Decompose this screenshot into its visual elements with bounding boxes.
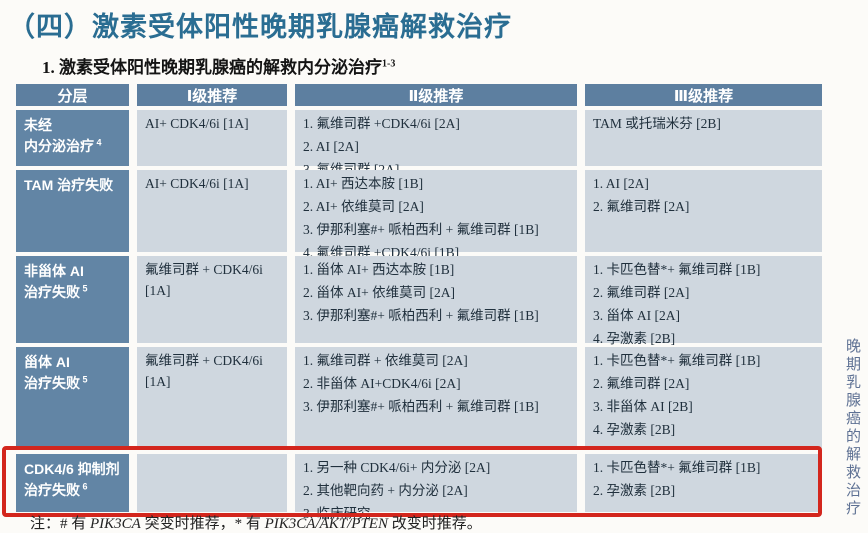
treatment-item: 氟维司群 + CDK4/6i [1A] <box>145 353 263 389</box>
treatment-item: 1. 卡匹色替*+ 氟维司群 [1B] <box>593 353 761 368</box>
tier3-list: 1. AI [2A] 2. 氟维司群 [2A] <box>593 174 814 218</box>
treatment-item: TAM 或托瑞米芬 [2B] <box>593 116 721 131</box>
tier1-cell: AI+ CDK4/6i [1A] <box>137 170 287 252</box>
tier3-cell: 1. 卡匹色替*+ 氟维司群 [1B] 2. 氟维司群 [2A] 3. 甾体 AI … <box>585 256 822 346</box>
tier3-list: 1. 卡匹色替*+ 氟维司群 [1B] 2. 氟维司群 [2A] 3. 甾体 AI … <box>593 260 814 350</box>
tier1-cell <box>137 454 287 512</box>
tier2-cell: 1. 甾体 AI+ 西达本胺 [1B] 2. 甾体 AI+ 依维莫司 [2A] 3.… <box>295 256 577 343</box>
tier1-cell: 氟维司群 + CDK4/6i [1A] <box>137 347 287 450</box>
category-label: CDK4/6 抑制剂 治疗失败 <box>24 461 120 498</box>
category-superscript: 6 <box>80 481 88 492</box>
treatment-item: 2. 氟维司群 [2A] <box>593 284 690 300</box>
treatment-item: 3. 伊那利塞#+ 哌柏西利 + 氟维司群 [1B] <box>303 398 539 414</box>
treatment-item: 1. 卡匹色替*+ 氟维司群 [1B] <box>593 460 761 475</box>
tier3-cell: 1. 卡匹色替*+ 氟维司群 [1B] 2. 孕激素 [2B] <box>585 454 822 512</box>
treatment-item: 1. 氟维司群 +CDK4/6i [2A] <box>303 116 460 131</box>
column-header-tier3: Ⅲ级推荐 <box>585 84 822 106</box>
tier3-list: 1. 卡匹色替*+ 氟维司群 [1B] 2. 孕激素 [2B] <box>593 458 814 502</box>
treatment-item: 2. 孕激素 [2B] <box>593 482 676 498</box>
treatment-item: 2. 其他靶向药 + 内分泌 [2A] <box>303 482 468 498</box>
treatment-item: 3. 伊那利塞#+ 哌柏西利 + 氟维司群 [1B] <box>303 221 539 237</box>
column-header-tier1: Ⅰ级推荐 <box>137 84 287 106</box>
category-label: 甾体 AI 治疗失败 <box>24 354 80 391</box>
tier3-cell: TAM 或托瑞米芬 [2B] <box>585 110 822 166</box>
table-caption-text: 1. 激素受体阳性晚期乳腺癌的解救内分泌治疗 <box>42 58 382 77</box>
treatment-item: 4. 孕激素 [2B] <box>593 330 676 346</box>
category-label: 未经 内分泌治疗 <box>24 117 94 154</box>
treatment-item: 2. AI [2A] <box>303 138 359 154</box>
tier1-list: 氟维司群 + CDK4/6i [1A] <box>145 351 279 393</box>
treatment-item: 2. 氟维司群 [2A] <box>593 375 690 391</box>
tier2-cell: 1. 氟维司群 + 依维莫司 [2A] 2. 非甾体 AI+CDK4/6i [2A… <box>295 347 577 450</box>
treatment-item: 2. AI+ 依维莫司 [2A] <box>303 198 424 214</box>
treatment-item: 1. 甾体 AI+ 西达本胺 [1B] <box>303 262 455 277</box>
treatment-item: 3. 伊那利塞#+ 哌柏西利 + 氟维司群 [1B] <box>303 307 539 323</box>
tier1-cell: 氟维司群 + CDK4/6i [1A] <box>137 256 287 343</box>
tier1-list: AI+ CDK4/6i [1A] <box>145 174 279 195</box>
footnote-text: 突变时推荐，* 有 <box>140 516 265 532</box>
treatment-item: 2. 甾体 AI+ 依维莫司 [2A] <box>303 284 455 300</box>
category-superscript: 5 <box>80 374 88 385</box>
category-cell: 非甾体 AI 治疗失败 5 <box>16 256 129 343</box>
tier2-list: 1. 氟维司群 + 依维莫司 [2A] 2. 非甾体 AI+CDK4/6i [2A… <box>303 351 569 418</box>
tier2-cell: 1. 另一种 CDK4/6i+ 内分泌 [2A] 2. 其他靶向药 + 内分泌 [… <box>295 454 577 521</box>
category-cell: 未经 内分泌治疗 4 <box>16 110 129 166</box>
gene-name-pik3ca-akt-pten: PIK3CA/AKT/PTEN <box>264 516 388 532</box>
tier3-cell: 1. 卡匹色替*+ 氟维司群 [1B] 2. 氟维司群 [2A] 3. 非甾体 AI… <box>585 347 822 450</box>
endocrine-therapy-table: 分层 Ⅰ级推荐 Ⅱ级推荐 Ⅲ级推荐 未经 内分泌治疗 4 AI+ CDK4/6i… <box>16 84 822 521</box>
tier3-cell: 1. AI [2A] 2. 氟维司群 [2A] <box>585 170 822 252</box>
treatment-item: 3. 非甾体 AI [2B] <box>593 398 693 414</box>
column-header-tier2: Ⅱ级推荐 <box>295 84 577 106</box>
category-cell: TAM 治疗失败 <box>16 170 129 252</box>
page-title: （四）激素受体阳性晚期乳腺癌解救治疗 <box>8 12 512 42</box>
tier1-cell: AI+ CDK4/6i [1A] <box>137 110 287 166</box>
treatment-item: 1. AI+ 西达本胺 [1B] <box>303 176 424 191</box>
footnote-text: 改变时推荐。 <box>387 516 482 532</box>
category-superscript: 4 <box>94 137 102 148</box>
side-margin-note: 晚期乳腺癌的解救治疗 <box>844 338 860 518</box>
category-label: 非甾体 AI 治疗失败 <box>24 263 84 300</box>
treatment-item: 1. 卡匹色替*+ 氟维司群 [1B] <box>593 262 761 277</box>
treatment-item: 氟维司群 + CDK4/6i [1A] <box>145 262 263 298</box>
treatment-item: 4. 孕激素 [2B] <box>593 421 676 437</box>
footnote: 注：# 有 PIK3CA 突变时推荐，* 有 PIK3CA/AKT/PTEN 改… <box>30 512 482 533</box>
treatment-item: 3. 甾体 AI [2A] <box>593 307 680 323</box>
treatment-item: AI+ CDK4/6i [1A] <box>145 116 249 131</box>
category-cell: CDK4/6 抑制剂 治疗失败 6 <box>16 454 129 512</box>
category-label: TAM 治疗失败 <box>24 177 114 193</box>
caption-reference-superscript: 1-3 <box>382 58 396 70</box>
tier2-list: 1. 另一种 CDK4/6i+ 内分泌 [2A] 2. 其他靶向药 + 内分泌 [… <box>303 458 569 525</box>
treatment-item: 1. 另一种 CDK4/6i+ 内分泌 [2A] <box>303 460 491 475</box>
table-caption: 1. 激素受体阳性晚期乳腺癌的解救内分泌治疗1-3 <box>42 53 395 78</box>
treatment-item: 2. 氟维司群 [2A] <box>593 198 690 214</box>
treatment-item: 1. AI [2A] <box>593 176 649 191</box>
tier3-list: TAM 或托瑞米芬 [2B] <box>593 114 814 135</box>
tier2-list: 1. 甾体 AI+ 西达本胺 [1B] 2. 甾体 AI+ 依维莫司 [2A] 3.… <box>303 260 569 327</box>
category-superscript: 5 <box>80 283 88 294</box>
category-cell: 甾体 AI 治疗失败 5 <box>16 347 129 450</box>
gene-name-pik3ca: PIK3CA <box>90 516 141 532</box>
tier2-cell: 1. AI+ 西达本胺 [1B] 2. AI+ 依维莫司 [2A] 3. 伊那利塞#… <box>295 170 577 260</box>
tier3-list: 1. 卡匹色替*+ 氟维司群 [1B] 2. 氟维司群 [2A] 3. 非甾体 AI… <box>593 351 814 441</box>
treatment-item: AI+ CDK4/6i [1A] <box>145 176 249 191</box>
tier2-cell: 1. 氟维司群 +CDK4/6i [2A]2. AI [2A]3. 氟维司群 [… <box>295 110 577 177</box>
tier2-list: 1. AI+ 西达本胺 [1B] 2. AI+ 依维莫司 [2A] 3. 伊那利塞#… <box>303 174 569 264</box>
tier1-list: 氟维司群 + CDK4/6i [1A] <box>145 260 279 302</box>
treatment-item: 1. 氟维司群 + 依维莫司 [2A] <box>303 353 468 368</box>
footnote-text: 注：# 有 <box>30 516 91 532</box>
tier1-list: AI+ CDK4/6i [1A] <box>145 114 279 135</box>
treatment-item: 2. 非甾体 AI+CDK4/6i [2A] <box>303 375 461 391</box>
column-header-stratum: 分层 <box>16 84 129 106</box>
